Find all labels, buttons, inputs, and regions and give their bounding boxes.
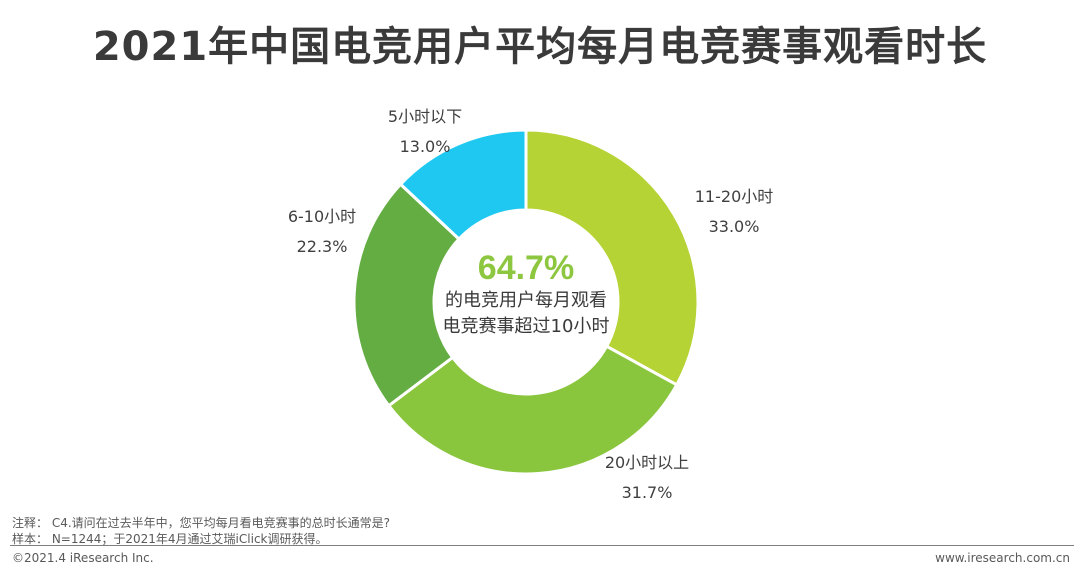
- donut-slice: [386, 344, 679, 476]
- chart-title: 2021年中国电竞用户平均每月电竞赛事观看时长: [92, 24, 988, 70]
- note-line-1: 注释： C4.请问在过去半年中，您平均每月看电竞赛事的总时长通常是?: [12, 516, 391, 530]
- slice-category-label: 5小时以下: [388, 107, 462, 126]
- slice-category-label: 20小时以上: [605, 453, 689, 472]
- slice-value-label: 22.3%: [297, 237, 348, 256]
- slice-category-label: 11-20小时: [695, 187, 774, 206]
- slice-value-label: 13.0%: [400, 137, 451, 156]
- donut-slice: [352, 182, 462, 408]
- note-line-2: 样本： N=1244；于2021年4月通过艾瑞iClick调研获得。: [12, 532, 328, 546]
- slice-value-label: 31.7%: [622, 483, 673, 502]
- footer-divider: [10, 545, 1074, 546]
- center-line-1: 的电竞用户每月观看: [445, 290, 607, 311]
- center-line-2: 电竞赛事超过10小时: [443, 316, 610, 337]
- slice-value-label: 33.0%: [709, 217, 760, 236]
- slice-category-label: 6-10小时: [288, 207, 356, 226]
- donut-chart: 11-20小时 33.0% 20小时以上 31.7% 6-10小时 22.3% 5小时以下 1…: [288, 107, 774, 502]
- donut-slice: [524, 128, 700, 387]
- footer-url: www.iresearch.com.cn: [935, 551, 1070, 565]
- footer-copyright: ©2021.4 iResearch Inc.: [12, 551, 154, 565]
- center-value: 64.7%: [478, 249, 574, 287]
- donut-slice: [398, 128, 528, 242]
